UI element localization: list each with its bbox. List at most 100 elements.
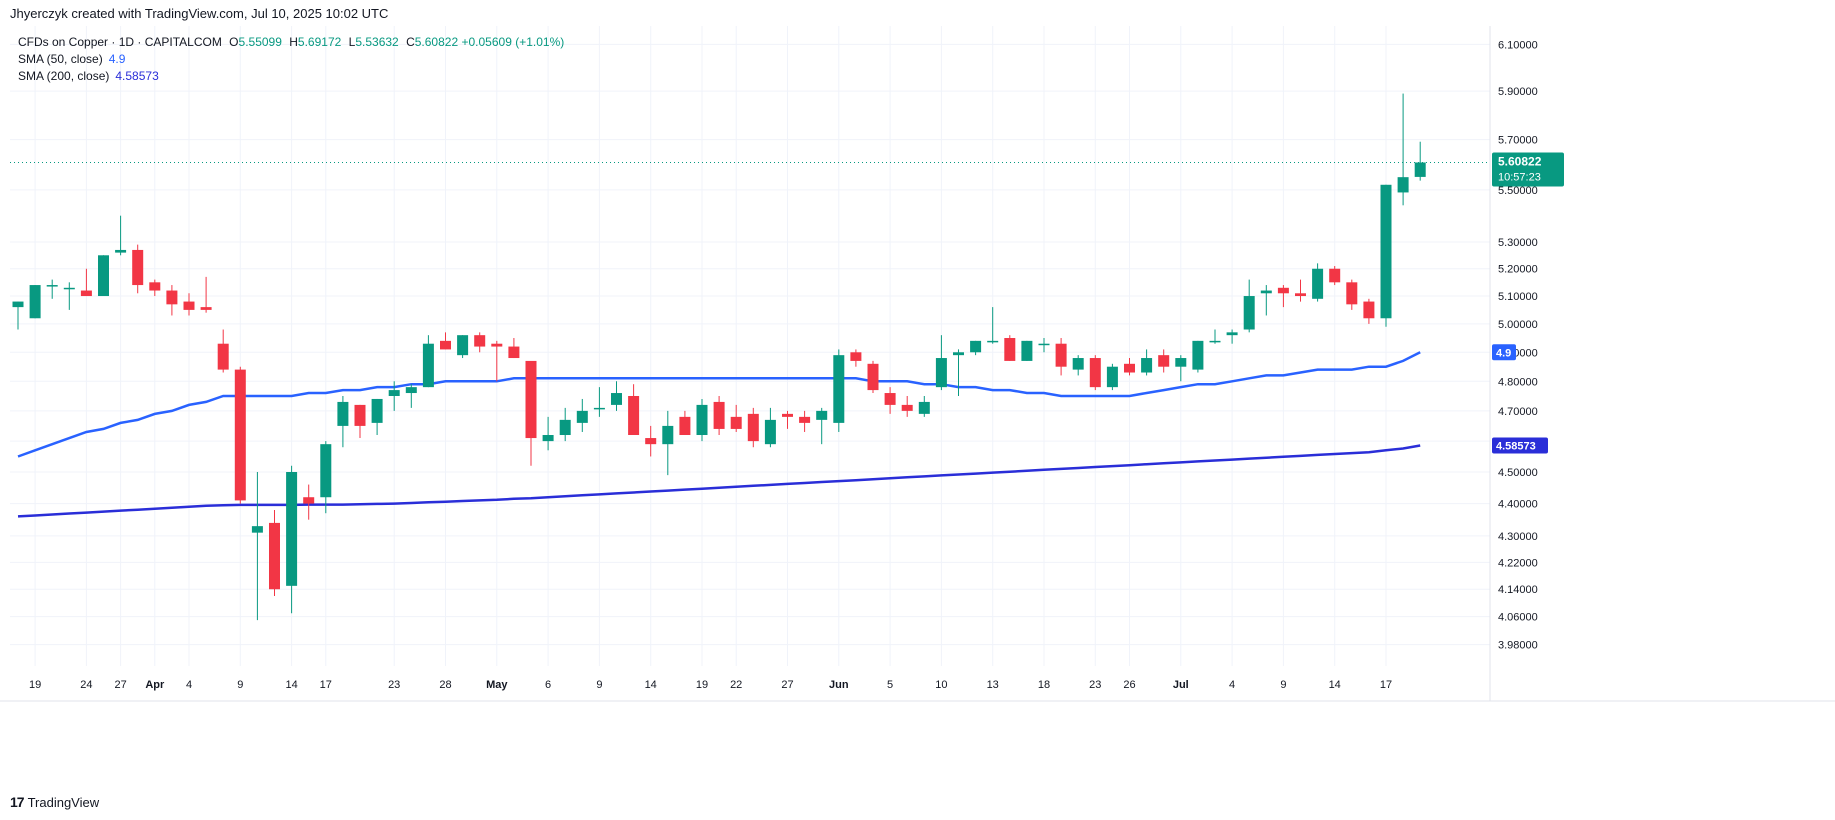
candle-body xyxy=(422,343,434,388)
sma200-axis-label: 4.58573 xyxy=(1496,440,1536,452)
symbol-title[interactable]: CFDs on Copper · 1D · CAPITALCOM xyxy=(18,35,222,49)
x-tick-label: 23 xyxy=(1089,679,1101,691)
candle-body xyxy=(200,307,212,310)
candle-body xyxy=(730,416,742,429)
candle-body xyxy=(1295,293,1306,297)
candle-body xyxy=(1312,268,1324,299)
y-tick-label: 4.06000 xyxy=(1498,612,1538,624)
y-tick-label: 5.30000 xyxy=(1498,237,1538,249)
candle-body xyxy=(63,287,75,290)
open-label: O xyxy=(229,35,239,49)
chart-area[interactable]: 6.10000 5.90000 5.70000 5.50000 5.30000 5.200… xyxy=(0,26,1835,786)
sma50-line xyxy=(17,351,1421,458)
x-tick-label: 19 xyxy=(29,679,41,691)
candle-body xyxy=(80,290,92,297)
legend-sma200-row[interactable]: SMA (200, close) 4.58573 xyxy=(18,68,564,85)
x-tick-label: 9 xyxy=(1280,679,1286,691)
x-tick-label: 26 xyxy=(1123,679,1135,691)
high-value: 5.69172 xyxy=(297,35,342,49)
candle-body xyxy=(132,249,144,286)
candle-body xyxy=(1260,290,1272,294)
candle-body xyxy=(833,355,845,423)
candle-body xyxy=(679,416,691,436)
candle-body xyxy=(217,343,229,370)
candle-body xyxy=(628,395,640,436)
legend-sma50-row[interactable]: SMA (50, close) 4.9 xyxy=(18,51,564,68)
candle-body xyxy=(1072,358,1084,370)
x-tick-label: May xyxy=(486,679,508,691)
candle-body xyxy=(645,438,657,445)
x-tick-label: 9 xyxy=(596,679,602,691)
y-tick-label: 5.70000 xyxy=(1498,135,1538,147)
candle-body xyxy=(559,419,571,436)
candle-body xyxy=(1038,343,1050,346)
candle-body xyxy=(251,526,263,533)
y-tick-label: 4.80000 xyxy=(1498,376,1538,388)
x-tick-label: 14 xyxy=(285,679,297,691)
x-tick-label: 4 xyxy=(1229,679,1235,691)
x-tick-label: 19 xyxy=(696,679,708,691)
candle-body xyxy=(12,301,24,308)
created-by-text: Jhyerczyk created with TradingView.com, … xyxy=(10,6,389,21)
x-tick-label: 24 xyxy=(80,679,92,691)
x-tick-label: 17 xyxy=(1380,679,1392,691)
candle-body xyxy=(1363,301,1375,319)
x-tick-label: 28 xyxy=(439,679,451,691)
candle-body xyxy=(491,343,503,347)
candle-body xyxy=(98,255,109,297)
candle-body xyxy=(1192,340,1204,370)
candle-body xyxy=(935,358,947,388)
low-value: 5.53632 xyxy=(355,35,399,49)
candle-body xyxy=(1124,363,1135,373)
x-tick-label: 14 xyxy=(645,679,657,691)
candle-body xyxy=(1209,340,1221,343)
candle-body xyxy=(286,472,298,586)
legend-symbol-row: CFDs on Copper · 1D · CAPITALCOM O5.5509… xyxy=(18,34,564,51)
candle-body xyxy=(269,522,280,590)
y-tick-label: 4.22000 xyxy=(1498,557,1538,569)
price-chart[interactable]: 6.10000 5.90000 5.70000 5.50000 5.30000 5.200… xyxy=(0,26,1835,786)
candle-body xyxy=(747,413,759,442)
candle-body xyxy=(474,335,486,347)
x-tick-label: Jul xyxy=(1173,679,1189,691)
last-price-label-box xyxy=(1492,152,1564,187)
x-tick-label: 10 xyxy=(935,679,947,691)
y-tick-label: 5.20000 xyxy=(1498,264,1538,276)
x-tick-label: Apr xyxy=(145,679,165,691)
y-tick-label: 6.10000 xyxy=(1498,39,1538,51)
x-tick-label: 18 xyxy=(1038,679,1050,691)
candle-body xyxy=(303,497,315,504)
candle-body xyxy=(782,413,793,417)
candle-body xyxy=(234,369,246,501)
candle-body xyxy=(1055,343,1067,367)
x-tick-label: 5 xyxy=(887,679,893,691)
candle-body xyxy=(1175,358,1187,367)
candle-body xyxy=(1141,358,1153,373)
y-tick-label: 4.40000 xyxy=(1498,499,1538,511)
candle-body xyxy=(115,249,127,253)
x-tick-label: 23 xyxy=(388,679,400,691)
x-tick-label: 27 xyxy=(114,679,126,691)
y-tick-label: 5.10000 xyxy=(1498,291,1538,303)
sma50-value: 4.9 xyxy=(108,52,126,66)
countdown-label: 10:57:23 xyxy=(1498,171,1541,183)
candle-body xyxy=(799,416,811,423)
x-tick-label: Jun xyxy=(829,679,849,691)
candle-body xyxy=(918,401,930,414)
footer-brand[interactable]: 17 TradingView xyxy=(10,794,99,810)
candle-body xyxy=(1243,296,1255,330)
chart-legend: CFDs on Copper · 1D · CAPITALCOM O5.5509… xyxy=(18,34,564,85)
x-tick-label: 17 xyxy=(320,679,332,691)
sma200-value: 4.58573 xyxy=(115,69,159,83)
candle-body xyxy=(987,340,999,343)
y-tick-label: 4.14000 xyxy=(1498,584,1538,596)
candle-body xyxy=(388,390,400,396)
sma50-axis-label: 4.9 xyxy=(1496,347,1511,359)
y-tick-label: 4.50000 xyxy=(1498,467,1538,479)
candle-body xyxy=(46,285,58,287)
candle-body xyxy=(525,360,537,439)
open-value: 5.55099 xyxy=(238,35,282,49)
candle-body xyxy=(593,407,605,410)
last-price-label: 5.60822 xyxy=(1498,154,1542,168)
candle-body xyxy=(1397,177,1409,193)
